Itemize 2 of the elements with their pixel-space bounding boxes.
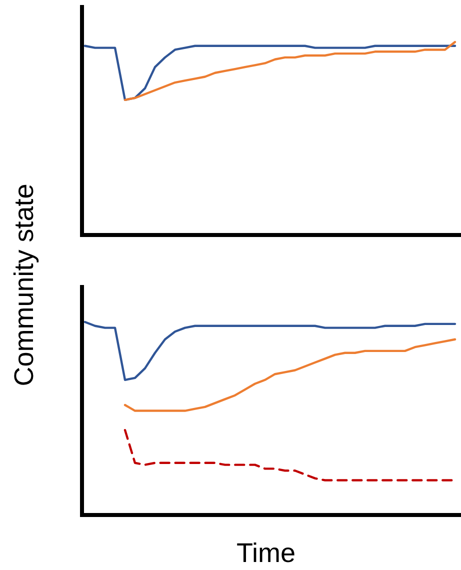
y-axis-title: Community state bbox=[9, 184, 39, 386]
x-axis-title: Time bbox=[236, 538, 296, 568]
